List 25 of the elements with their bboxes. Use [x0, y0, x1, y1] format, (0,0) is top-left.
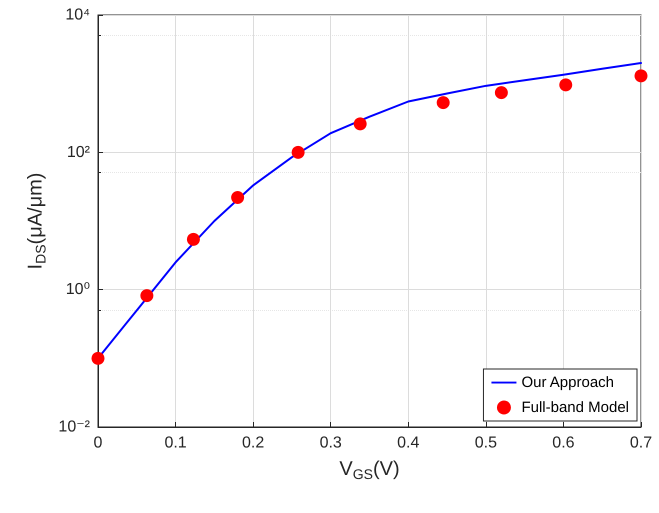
x-tick-label: 0 [94, 434, 103, 452]
legend-label: Our Approach [521, 374, 614, 391]
point [354, 117, 367, 130]
y-tick-label: 10⁴ [65, 6, 90, 24]
x-tick-label: 0.3 [320, 434, 342, 452]
x-tick-label: 0.7 [630, 434, 652, 452]
point [186, 232, 200, 246]
point [494, 86, 508, 100]
point [231, 190, 244, 204]
y-tick-label: 10⁻² [58, 418, 91, 436]
x-tick-label: 0.6 [552, 434, 575, 452]
y-tick-label: 10² [66, 144, 91, 161]
point [559, 78, 572, 92]
x-tick-label: 0.4 [397, 434, 420, 452]
point [634, 69, 648, 82]
point [140, 289, 154, 302]
point [436, 96, 450, 110]
x-tick-label: 0.1 [164, 434, 187, 452]
y-tick-label: 10⁰ [66, 281, 90, 298]
point [292, 146, 305, 159]
x-tick-label: 0.5 [474, 434, 498, 452]
y-axis-title: IDS(μA/μm) [24, 172, 49, 270]
point [92, 352, 104, 365]
x-tick-label: 0.2 [242, 434, 264, 452]
legend-label: Full-band Model [521, 399, 630, 416]
